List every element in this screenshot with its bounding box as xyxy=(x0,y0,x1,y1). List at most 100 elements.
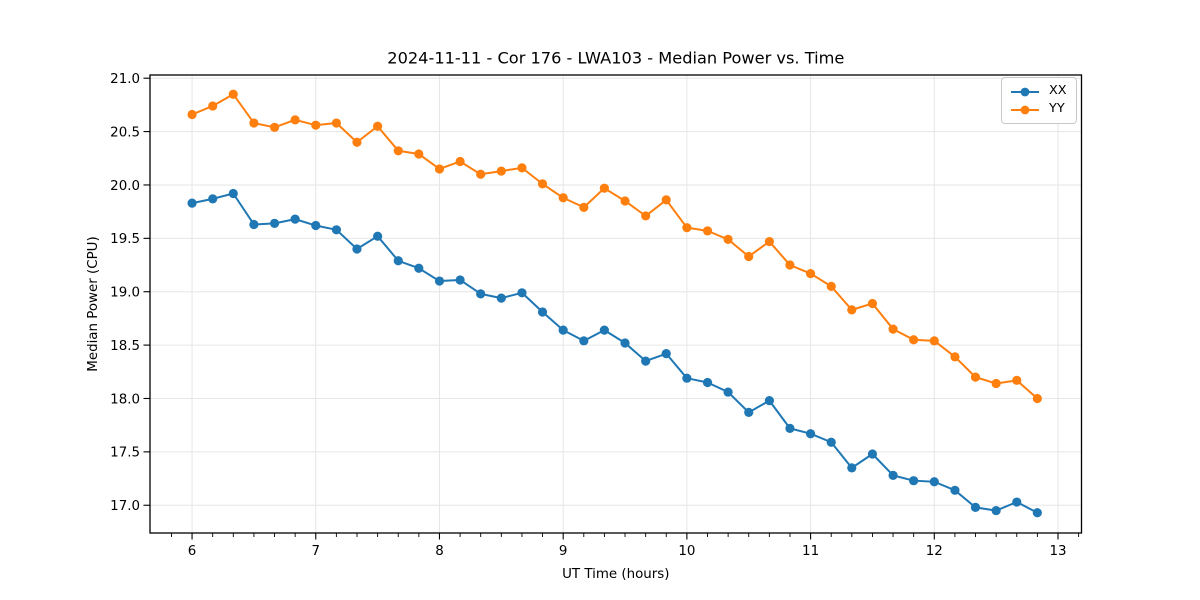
data-point-marker xyxy=(290,214,300,224)
x-tick-label: 13 xyxy=(1049,544,1066,559)
data-point-marker xyxy=(826,437,836,447)
data-point-marker xyxy=(393,146,403,156)
data-point-marker xyxy=(228,188,238,199)
data-point-marker xyxy=(187,198,197,208)
data-point-marker xyxy=(579,202,589,212)
data-point-marker xyxy=(805,429,816,439)
data-point-marker xyxy=(909,476,919,486)
legend-line-marker-icon xyxy=(1011,87,1039,96)
data-point-marker xyxy=(1012,497,1022,507)
data-point-marker xyxy=(744,251,754,262)
plot-frame xyxy=(149,74,1083,534)
legend-line-marker-icon xyxy=(1011,105,1039,114)
axes-layer: 6 7 8 9 10 11 12 13 17.0 17.5 18.0 18.5 19.0 19.5 20.0… xyxy=(110,72,1083,559)
data-point-marker xyxy=(558,193,568,203)
data-point-marker xyxy=(476,289,486,299)
data-point-marker xyxy=(950,485,960,495)
data-point-marker xyxy=(269,218,280,228)
data-point-marker xyxy=(682,373,692,383)
y-tick-label: 19.0 xyxy=(110,286,140,301)
data-point-marker xyxy=(455,156,465,167)
data-point-marker xyxy=(1032,508,1042,518)
y-tick-label: 17.0 xyxy=(110,499,140,514)
data-point-marker xyxy=(723,387,733,397)
data-point-marker xyxy=(187,109,197,120)
data-point-marker xyxy=(929,477,939,487)
data-point-marker xyxy=(455,275,465,285)
x-tick-label: 6 xyxy=(188,544,197,559)
data-point-marker xyxy=(764,396,774,406)
data-point-marker xyxy=(1032,393,1042,404)
data-point-marker xyxy=(682,223,692,233)
data-point-marker xyxy=(641,356,651,366)
data-point-marker xyxy=(909,335,919,345)
data-point-marker xyxy=(228,89,238,99)
legend-item-xx: XX xyxy=(1009,83,1067,100)
data-point-marker xyxy=(867,449,878,459)
data-point-marker xyxy=(991,378,1001,389)
data-point-marker xyxy=(434,276,445,286)
data-point-marker xyxy=(888,470,898,480)
data-point-marker xyxy=(373,121,383,131)
data-point-marker xyxy=(414,263,424,273)
data-point-marker xyxy=(641,211,651,221)
data-point-marker xyxy=(661,349,671,359)
data-point-marker xyxy=(537,179,548,189)
y-tick-label: 20.0 xyxy=(110,179,140,194)
series-markers-xx xyxy=(187,188,1042,518)
data-point-marker xyxy=(558,325,568,335)
data-point-marker xyxy=(393,256,403,266)
data-point-marker xyxy=(929,336,939,346)
data-point-marker xyxy=(785,423,795,433)
data-point-marker xyxy=(764,236,774,247)
data-point-marker xyxy=(599,183,609,193)
y-tick-label: 20.5 xyxy=(110,125,140,140)
data-point-marker xyxy=(434,164,445,174)
data-point-marker xyxy=(805,268,816,279)
data-point-marker xyxy=(249,118,259,128)
data-point-marker xyxy=(847,305,857,315)
data-point-marker xyxy=(476,169,486,179)
legend-item-yy: YY xyxy=(1009,101,1067,118)
data-point-marker xyxy=(517,163,527,173)
chart-title: 2024-11-11 - Cor 176 - LWA103 - Median P… xyxy=(387,49,844,68)
legend-label: XX xyxy=(1049,83,1067,99)
y-tick-label: 18.5 xyxy=(110,339,140,354)
data-point-marker xyxy=(661,195,671,205)
y-tick-label: 21.0 xyxy=(110,72,140,87)
data-point-marker xyxy=(702,226,713,236)
data-point-marker xyxy=(620,338,630,348)
data-point-marker xyxy=(970,502,981,512)
data-point-marker xyxy=(311,220,321,231)
data-point-marker xyxy=(867,298,878,309)
x-tick-label: 12 xyxy=(926,544,943,559)
x-tick-label: 11 xyxy=(802,544,819,559)
data-point-marker xyxy=(950,352,960,362)
data-point-marker xyxy=(620,196,630,206)
data-point-marker xyxy=(373,231,383,241)
data-point-marker xyxy=(599,325,609,335)
data-point-marker xyxy=(826,281,836,291)
series-line-xx xyxy=(191,192,1039,514)
series-layer xyxy=(187,89,1042,518)
data-point-marker xyxy=(269,122,280,132)
data-point-marker xyxy=(208,194,218,204)
series-line-yy xyxy=(191,93,1039,400)
x-tick-label: 9 xyxy=(559,544,568,559)
data-point-marker xyxy=(352,137,362,147)
data-point-marker xyxy=(249,219,259,230)
data-point-marker xyxy=(290,115,300,125)
data-point-marker xyxy=(888,324,898,334)
y-tick-label: 17.5 xyxy=(110,446,140,461)
data-point-marker xyxy=(537,307,548,317)
data-point-marker xyxy=(991,505,1001,516)
data-point-marker xyxy=(702,377,713,388)
data-point-marker xyxy=(785,260,795,270)
data-point-marker xyxy=(352,244,362,254)
y-tick-label: 19.5 xyxy=(110,232,140,247)
x-tick-label: 10 xyxy=(678,544,695,559)
grid-layer xyxy=(150,75,1082,533)
legend-label: YY xyxy=(1049,101,1065,117)
